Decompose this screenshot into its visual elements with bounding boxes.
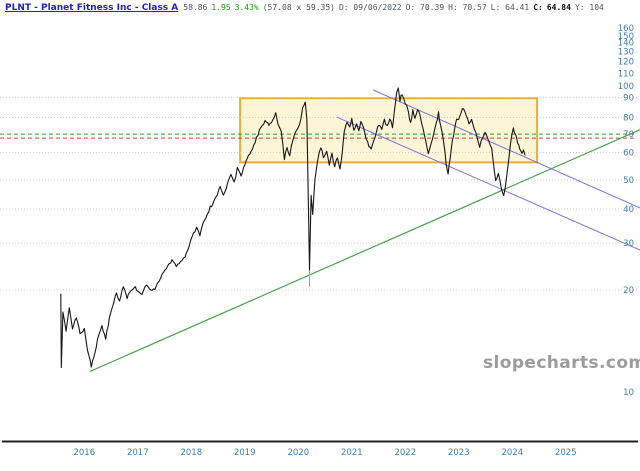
highlight-box-group xyxy=(239,97,539,164)
watermark: slopecharts.com xyxy=(483,353,640,373)
y-tick-label: 40 xyxy=(623,205,634,215)
x-tick-label: 2024 xyxy=(501,448,523,458)
y-tick-label: 160 xyxy=(618,24,634,34)
y-tick-label: 10 xyxy=(623,388,634,398)
price-series-group xyxy=(60,87,526,369)
x-tick-label: 2018 xyxy=(180,448,202,458)
bar-open: O: 70.39 xyxy=(405,3,445,12)
price-change: 1.95 xyxy=(211,3,231,12)
bar-close-value: 64.84 xyxy=(546,3,571,12)
y-tick-label: 110 xyxy=(618,69,634,79)
y-tick-label: 70 xyxy=(623,130,634,140)
y-tick-label: 120 xyxy=(618,58,634,68)
symbol-link[interactable]: PLNT - Planet Fitness Inc - Class A xyxy=(5,3,179,13)
tick-label-group: 2016 2017 2018 2019 2020 2021 2022 2023 2024 2025… xyxy=(73,24,634,458)
x-tick-label: 2021 xyxy=(341,448,363,458)
x-tick-label: 2023 xyxy=(448,448,470,458)
x-tick-label: 2016 xyxy=(73,448,95,458)
x-tick-label: 2025 xyxy=(555,448,577,458)
y-tick-label: 100 xyxy=(618,82,634,92)
bar-date: D: 09/06/2022 xyxy=(338,3,402,12)
quote-header: PLNT - Planet Fitness Inc - Class A 58.86… xyxy=(5,2,639,15)
x-tick-label: 2019 xyxy=(234,448,256,458)
x-tick-label: 2020 xyxy=(287,448,309,458)
bar-high: H: 70.57 xyxy=(448,3,487,12)
y-tick-label: 130 xyxy=(618,48,634,58)
price-change-pct: 3.43% xyxy=(234,3,259,12)
gridline-group xyxy=(0,97,637,291)
y-tick-label: 60 xyxy=(623,149,634,159)
y-tick-label: 50 xyxy=(623,176,634,186)
bar-close-label: C: xyxy=(533,3,543,12)
y-tick-label: 80 xyxy=(623,114,634,124)
bar-low: L: 64.41 xyxy=(490,3,530,12)
y-tick-label: 150 xyxy=(618,32,634,42)
bid-ask: (57.08 x 59.35) xyxy=(262,3,335,12)
crosshair-y-value: Y: 104 xyxy=(574,3,604,12)
y-tick-label: 30 xyxy=(623,239,634,249)
last-price: 58.86 xyxy=(183,3,208,12)
y-tick-label: 140 xyxy=(618,39,634,49)
x-tick-label: 2017 xyxy=(127,448,149,458)
y-tick-label: 20 xyxy=(623,286,634,296)
y-tick-label: 90 xyxy=(623,94,634,104)
x-tick-label: 2022 xyxy=(394,448,416,458)
